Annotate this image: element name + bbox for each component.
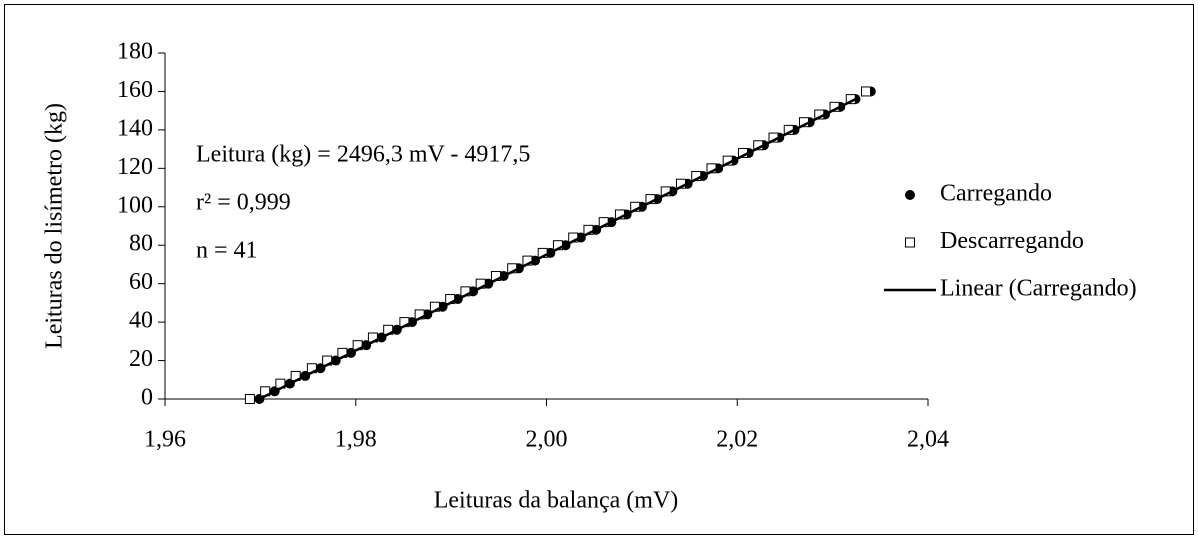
y-tick-label: 80 <box>129 231 153 257</box>
x-tick-label: 2,02 <box>716 427 758 453</box>
y-tick-label: 60 <box>129 269 153 295</box>
x-axis-label: Leituras da balança (mV) <box>434 488 679 514</box>
y-tick-label: 140 <box>117 115 153 141</box>
x-tick-label: 2,04 <box>907 427 949 453</box>
y-tick-label: 100 <box>117 192 153 218</box>
data-point <box>861 86 872 97</box>
y-tick-label: 40 <box>129 308 153 334</box>
data-point <box>244 394 255 404</box>
annotation: Leitura (kg) = 2496,3 mV - 4917,5 <box>196 142 530 168</box>
y-tick-label: 120 <box>117 154 153 180</box>
trendline <box>258 98 857 401</box>
legend-swatch <box>905 237 915 248</box>
x-tick-label: 1,96 <box>144 427 186 453</box>
y-tick-label: 180 <box>117 39 153 65</box>
legend-label: Linear (Carregando) <box>940 276 1137 302</box>
legend-swatch <box>905 190 915 200</box>
annotation: n = 41 <box>196 238 258 264</box>
y-tick-label: 0 <box>141 385 153 411</box>
y-tick-label: 20 <box>129 346 153 372</box>
chart-border <box>4 4 1194 535</box>
legend-label: Carregando <box>940 181 1052 207</box>
legend-label: Descarregando <box>940 228 1084 254</box>
x-tick-label: 1,98 <box>335 427 377 453</box>
y-axis-label: Leituras do lisímetro (kg) <box>42 103 68 349</box>
y-tick-label: 160 <box>117 77 153 103</box>
x-tick-label: 2,00 <box>526 427 568 453</box>
annotation: r² = 0,999 <box>196 190 291 216</box>
